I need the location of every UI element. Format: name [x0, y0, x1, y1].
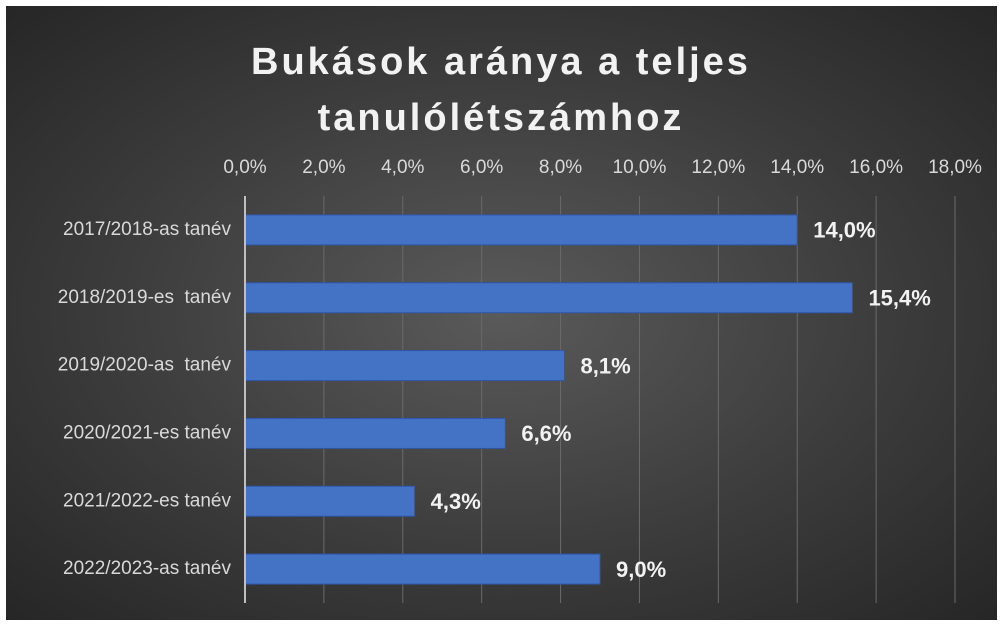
x-tick-label: 0,0%	[223, 157, 266, 178]
value-label: 8,1%	[581, 353, 631, 378]
x-tick-label: 10,0%	[613, 157, 667, 178]
x-tick-label: 16,0%	[849, 157, 903, 178]
y-tick-label: 2021/2022-es tanév	[63, 490, 231, 511]
value-label: 14,0%	[813, 218, 875, 243]
value-label: 9,0%	[616, 557, 666, 582]
value-label: 15,4%	[868, 286, 930, 311]
value-label: 4,3%	[431, 489, 481, 514]
y-tick-label: 2017/2018-as tanév	[63, 219, 231, 240]
bar	[244, 417, 506, 449]
y-tick-label: 2022/2023-as tanév	[63, 558, 231, 579]
x-tick-label: 2,0%	[302, 157, 345, 178]
chart: 0,0% 2,0% 4,0% 6,0% 8,0% 10,0% 12,0% 14,0% 16,0%…	[58, 157, 982, 603]
chart-title: Bukások aránya a teljes tanulólétszámhoz	[251, 41, 751, 139]
chart-area: 0,0% 2,0% 4,0% 6,0% 8,0% 10,0% 12,0% 14,0% 16,0%…	[6, 6, 997, 620]
bar	[244, 214, 798, 246]
bar	[244, 282, 853, 314]
x-tick-label: 8,0%	[539, 157, 582, 178]
x-tick-label: 18,0%	[928, 157, 982, 178]
bar	[244, 485, 416, 517]
bar	[244, 350, 565, 382]
y-tick-label: 2018/2019-es tanév	[58, 287, 232, 308]
y-tick-label: 2019/2020-as tanév	[58, 355, 232, 376]
x-tick-label: 4,0%	[381, 157, 424, 178]
y-tick-label: 2020/2021-es tanév	[63, 422, 231, 443]
value-label: 6,6%	[521, 421, 571, 446]
x-tick-label: 6,0%	[460, 157, 503, 178]
bar	[244, 553, 601, 585]
x-tick-label: 12,0%	[691, 157, 745, 178]
x-tick-label: 14,0%	[770, 157, 824, 178]
